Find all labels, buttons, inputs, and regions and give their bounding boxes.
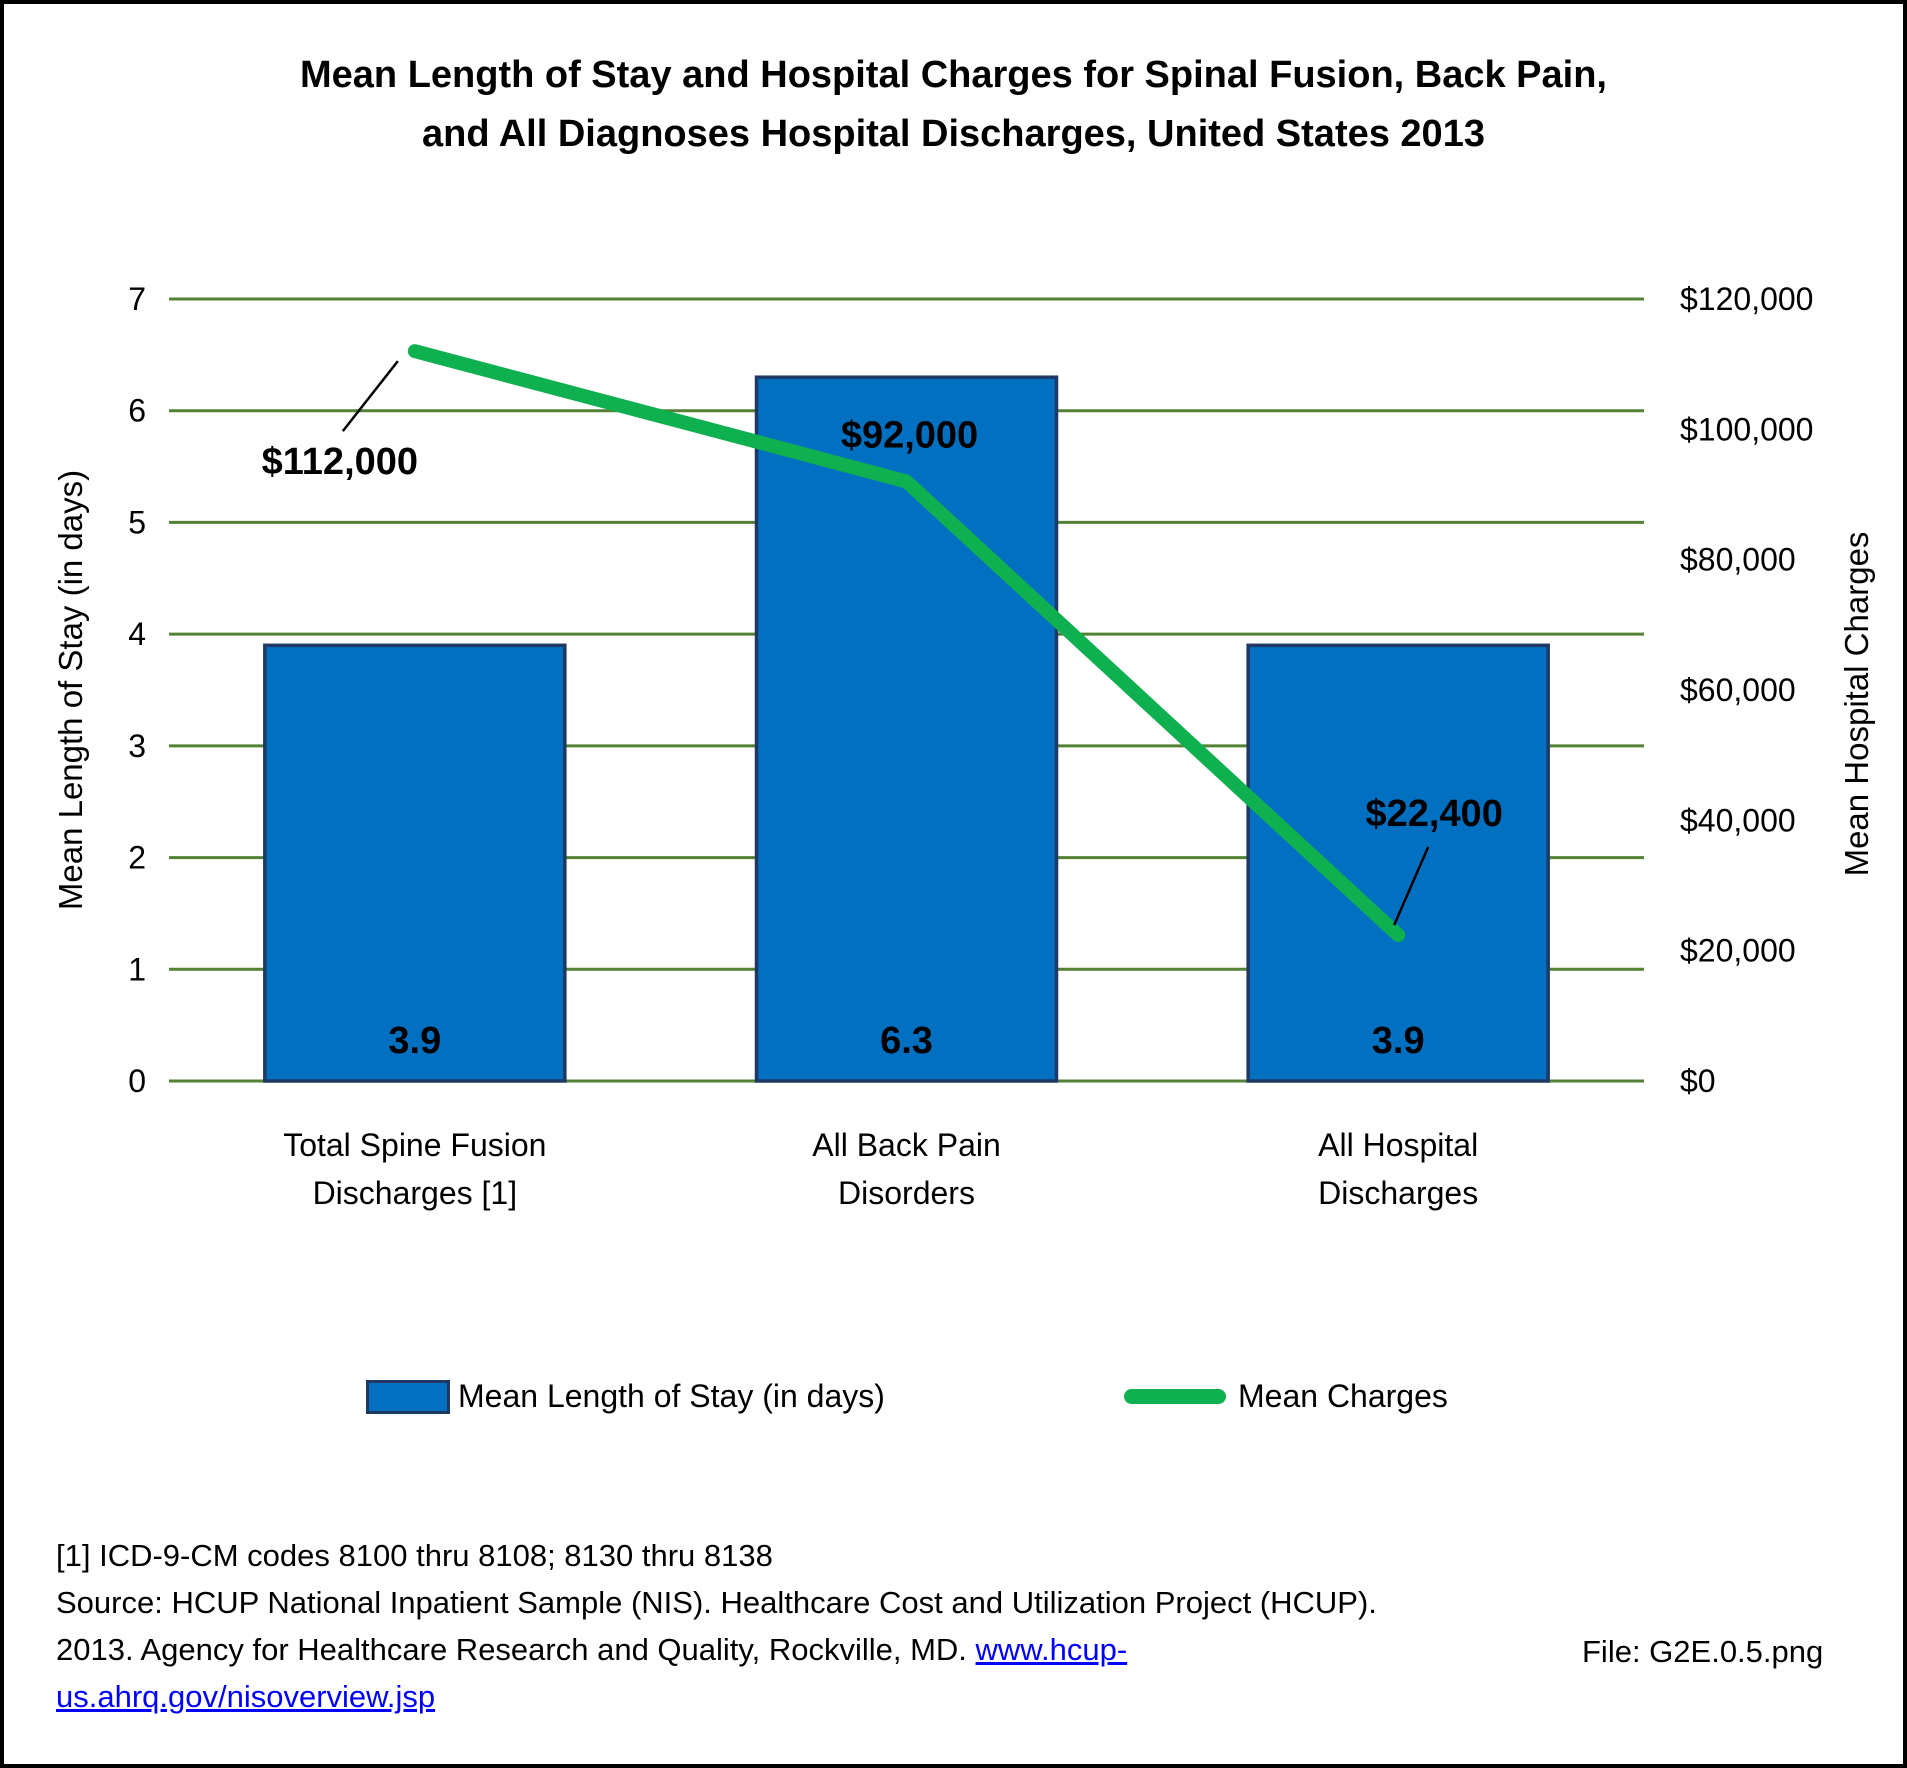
right-axis-tick-label: $20,000 xyxy=(1680,933,1796,969)
charge-value-label: $112,000 xyxy=(262,441,418,483)
chart-title-line1: Mean Length of Stay and Hospital Charges… xyxy=(300,54,1607,96)
chart-title-line2: and All Diagnoses Hospital Discharges, U… xyxy=(422,112,1485,155)
legend-item-length-of-stay: Mean Length of Stay (in days) xyxy=(366,1378,885,1415)
legend-item-mean-charges: Mean Charges xyxy=(1124,1378,1448,1415)
right-axis-tick-label: $40,000 xyxy=(1680,802,1796,838)
legend: Mean Length of Stay (in days) Mean Charg… xyxy=(4,1378,1903,1426)
charge-value-label: $22,400 xyxy=(1365,793,1502,835)
legend-bar-swatch xyxy=(366,1379,450,1414)
bar-value-label: 6.3 xyxy=(880,1020,933,1062)
right-axis-title: Mean Hospital Charges xyxy=(1838,532,1875,877)
chart-title: Mean Length of Stay and Hospital Charges… xyxy=(4,46,1903,164)
charge-value-label: $92,000 xyxy=(841,414,978,456)
right-axis-tick-label: $60,000 xyxy=(1680,672,1796,708)
callout-leader-line xyxy=(341,360,399,432)
callout-leader-line xyxy=(1393,846,1430,926)
hcup-link-part2[interactable]: us.ahrq.gov/nisoverview.jsp xyxy=(56,1679,436,1714)
left-axis-tick-label: 1 xyxy=(128,951,146,987)
left-axis-title: Mean Length of Stay (in days) xyxy=(52,470,89,910)
footnote-source-text: 2013. Agency for Healthcare Research and… xyxy=(56,1632,976,1667)
bar-value-label: 3.9 xyxy=(388,1020,441,1062)
right-axis-tick-label: $100,000 xyxy=(1680,411,1813,447)
legend-line-swatch xyxy=(1124,1389,1226,1404)
right-axis-tick-label: $0 xyxy=(1680,1063,1716,1099)
right-axis-tick-label: $80,000 xyxy=(1680,542,1796,578)
chart-canvas: 0 1 2 3 4 5 6 7 $0 $20,000 $40,000 $60,000 $80,000 $1… xyxy=(52,281,1875,1211)
footnote-icd-codes: [1] ICD-9-CM codes 8100 thru 8108; 8130 … xyxy=(56,1538,773,1573)
charges-line xyxy=(407,344,1406,943)
left-axis-tick-label: 2 xyxy=(128,840,146,876)
footnote-source-line2: 2013. Agency for Healthcare Research and… xyxy=(56,1626,1616,1720)
left-axis-tick-label: 3 xyxy=(128,728,146,764)
bar xyxy=(1246,643,1550,1083)
footnotes: [1] ICD-9-CM codes 8100 thru 8108; 8130 … xyxy=(56,1532,1616,1720)
category-label: All Hospital xyxy=(1318,1127,1478,1163)
category-label: Total Spine Fusion xyxy=(283,1127,546,1163)
category-label: Discharges [1] xyxy=(313,1175,518,1211)
bar xyxy=(754,375,1059,1083)
category-label: All Back Pain xyxy=(812,1127,1001,1163)
file-label: File: G2E.0.5.png xyxy=(1582,1634,1824,1669)
hcup-link-part1[interactable]: www.hcup- xyxy=(975,1632,1128,1667)
category-label: Discharges xyxy=(1318,1175,1478,1211)
left-axis-tick-label: 6 xyxy=(128,393,146,429)
bar xyxy=(263,643,567,1083)
left-axis-tick-label: 4 xyxy=(128,616,146,652)
legend-label-mean-charges: Mean Charges xyxy=(1238,1378,1448,1414)
legend-label-length-of-stay: Mean Length of Stay (in days) xyxy=(458,1378,885,1414)
footnote-source-line1: Source: HCUP National Inpatient Sample (… xyxy=(56,1585,1377,1620)
category-label: Disorders xyxy=(838,1175,975,1211)
bar-value-label: 3.9 xyxy=(1372,1020,1425,1062)
left-axis-tick-label: 7 xyxy=(128,281,146,317)
hcup-link[interactable]: www.hcup-us.ahrq.gov/nisoverview.jsp xyxy=(56,1632,1127,1714)
right-axis-tick-label: $120,000 xyxy=(1680,281,1813,317)
left-axis-tick-label: 0 xyxy=(128,1063,146,1099)
left-axis-tick-label: 5 xyxy=(128,504,146,540)
